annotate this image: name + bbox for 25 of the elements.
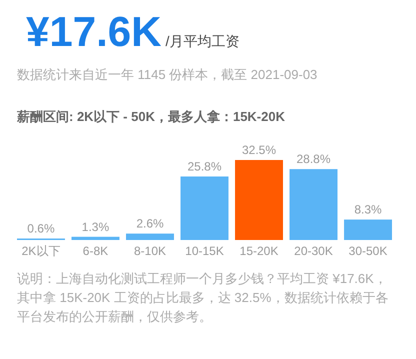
bar [126,234,174,240]
chart-subtitle: /月平均工资 [165,33,240,49]
text: 薪酬区间: 2K以下 - 50K，最多人拿：15K-20K [17,108,286,126]
x-tick-label: 15-20K [240,244,278,258]
bar [344,220,392,240]
x-tick-label: 10-15K [185,244,224,258]
x-tick-label: 30-50K [348,244,388,258]
bar [235,160,283,240]
data-label: 25.8% [187,159,222,174]
data-label: 2.6% [136,216,164,231]
data-label: 0.6% [27,222,55,236]
bar [180,176,228,240]
x-tick-label: 8-10K [134,244,166,258]
data-label: 8.3% [354,202,382,217]
bar [290,169,338,240]
x-tick-label: 20-30K [294,244,333,258]
data-label: 1.3% [82,220,110,234]
chart-title: ¥17.6K [26,8,162,55]
bar [72,236,120,240]
text: 数据统计来自近一年 1145 份样本，截至 2021-09-03 [17,66,318,84]
x-tick-label: 2K以下 [22,244,60,258]
text: 说明：上海自动化测试工程师一个月多少钱？平均工资 ¥17.6K，其中拿 15K-20K 工资的占比最多，达 32.5%，数据统计依赖于各平台发布的公开薪酬，仅供参考。 [17,270,389,326]
data-label: 32.5% [242,143,276,157]
x-tick-label: 6-8K [82,244,108,258]
data-label: 28.8% [296,152,331,166]
